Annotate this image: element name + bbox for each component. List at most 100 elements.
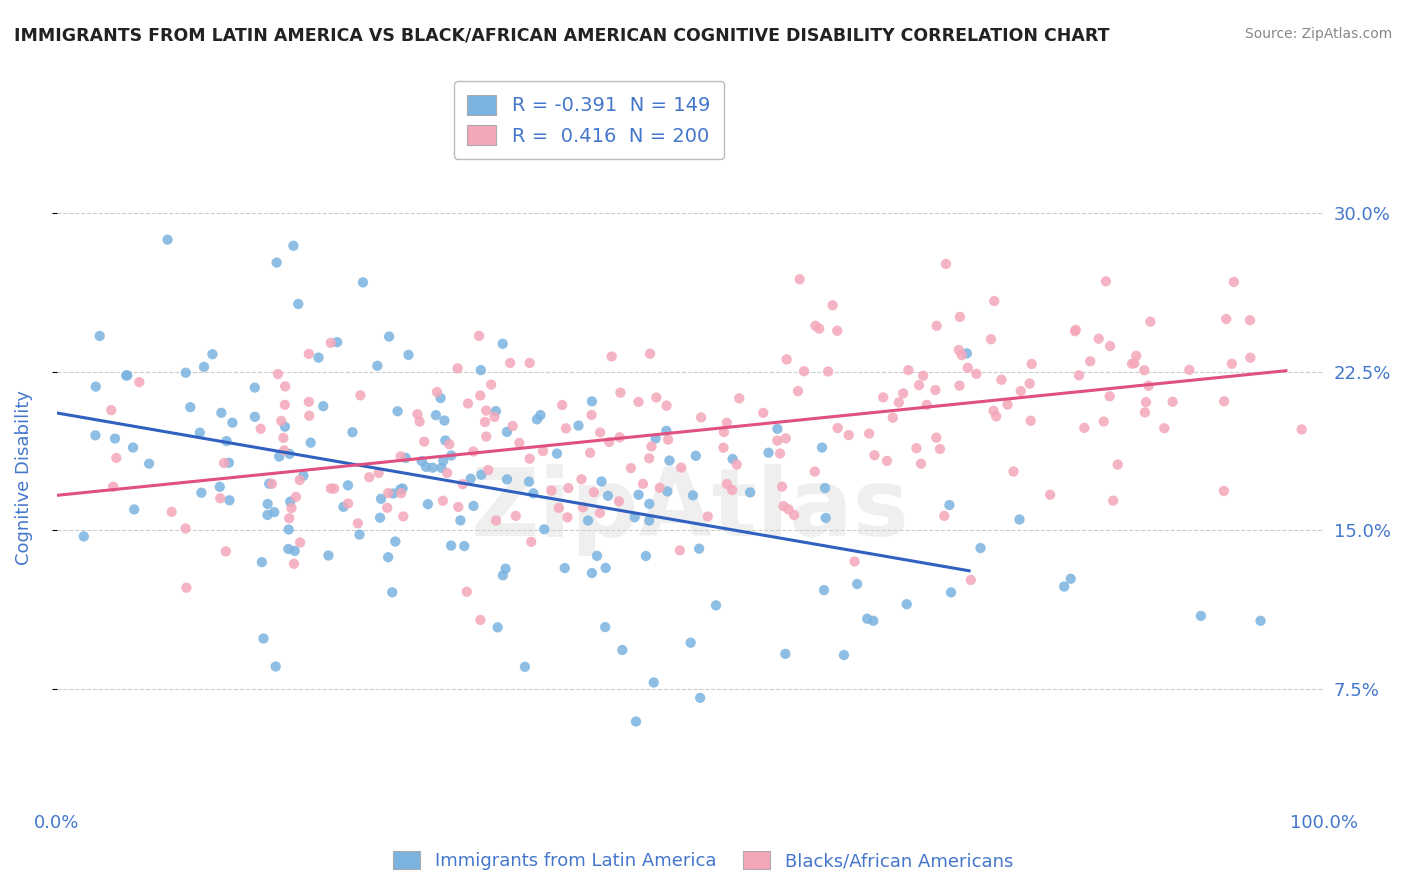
Point — [1078, 354, 1101, 368]
Point — [319, 335, 342, 350]
Point — [638, 497, 661, 511]
Point — [551, 398, 574, 412]
Point — [73, 529, 96, 543]
Point — [912, 368, 935, 383]
Point — [997, 398, 1019, 412]
Point — [470, 467, 492, 482]
Point — [218, 493, 240, 508]
Point — [627, 488, 650, 502]
Point — [948, 343, 970, 357]
Point — [1220, 357, 1243, 371]
Point — [193, 359, 215, 374]
Point — [783, 508, 806, 522]
Point — [804, 318, 827, 333]
Point — [89, 329, 111, 343]
Point — [382, 486, 405, 500]
Point — [775, 431, 797, 445]
Point — [856, 612, 879, 626]
Point — [623, 510, 645, 524]
Point — [581, 394, 603, 409]
Point — [349, 527, 371, 541]
Point — [638, 346, 661, 360]
Point — [713, 441, 735, 455]
Point — [283, 557, 305, 571]
Point — [209, 406, 232, 420]
Point — [1215, 312, 1237, 326]
Point — [366, 359, 388, 373]
Point — [375, 500, 398, 515]
Point — [266, 255, 288, 269]
Point — [103, 480, 125, 494]
Point — [122, 502, 145, 516]
Point — [846, 577, 869, 591]
Point — [174, 366, 197, 380]
Point — [425, 408, 447, 422]
Point — [256, 497, 278, 511]
Point — [367, 466, 389, 480]
Point — [264, 659, 287, 673]
Point — [1135, 395, 1157, 409]
Point — [492, 336, 515, 351]
Point — [827, 324, 849, 338]
Point — [1021, 357, 1043, 371]
Point — [513, 660, 536, 674]
Point — [250, 555, 273, 569]
Legend: Immigrants from Latin America, Blacks/African Americans: Immigrants from Latin America, Blacks/Af… — [381, 838, 1025, 883]
Point — [298, 409, 321, 423]
Point — [600, 350, 623, 364]
Point — [627, 395, 650, 409]
Point — [496, 425, 519, 439]
Point — [292, 468, 315, 483]
Point — [554, 561, 576, 575]
Text: ZipAtlas: ZipAtlas — [471, 464, 910, 556]
Point — [470, 388, 492, 402]
Point — [1178, 363, 1201, 377]
Point — [655, 424, 678, 438]
Point — [398, 348, 420, 362]
Point — [1095, 274, 1118, 288]
Point — [1092, 415, 1115, 429]
Point — [555, 421, 578, 435]
Point — [716, 416, 738, 430]
Point — [384, 534, 406, 549]
Point — [645, 391, 668, 405]
Point — [557, 481, 579, 495]
Point — [612, 643, 634, 657]
Point — [270, 414, 292, 428]
Point — [572, 500, 595, 515]
Point — [607, 494, 630, 508]
Point — [470, 363, 492, 377]
Point — [591, 475, 613, 489]
Point — [1099, 339, 1122, 353]
Point — [775, 352, 797, 367]
Point — [332, 500, 354, 514]
Point — [436, 466, 458, 480]
Point — [260, 476, 283, 491]
Point — [609, 385, 631, 400]
Point — [589, 506, 612, 520]
Point — [519, 356, 541, 370]
Y-axis label: Cognitive Disability: Cognitive Disability — [15, 390, 32, 565]
Point — [766, 434, 789, 448]
Point — [576, 514, 599, 528]
Point — [858, 426, 880, 441]
Point — [915, 398, 938, 412]
Point — [288, 535, 311, 549]
Point — [389, 483, 412, 497]
Point — [160, 505, 183, 519]
Point — [278, 447, 301, 461]
Point — [249, 422, 271, 436]
Point — [391, 482, 413, 496]
Point — [526, 412, 548, 426]
Point — [267, 367, 290, 381]
Point — [1010, 384, 1032, 398]
Point — [950, 348, 973, 362]
Point — [817, 364, 839, 378]
Point — [772, 499, 794, 513]
Point — [243, 409, 266, 424]
Point — [872, 390, 894, 404]
Point — [1008, 512, 1031, 526]
Point — [983, 294, 1005, 309]
Point — [669, 460, 692, 475]
Point — [274, 379, 297, 393]
